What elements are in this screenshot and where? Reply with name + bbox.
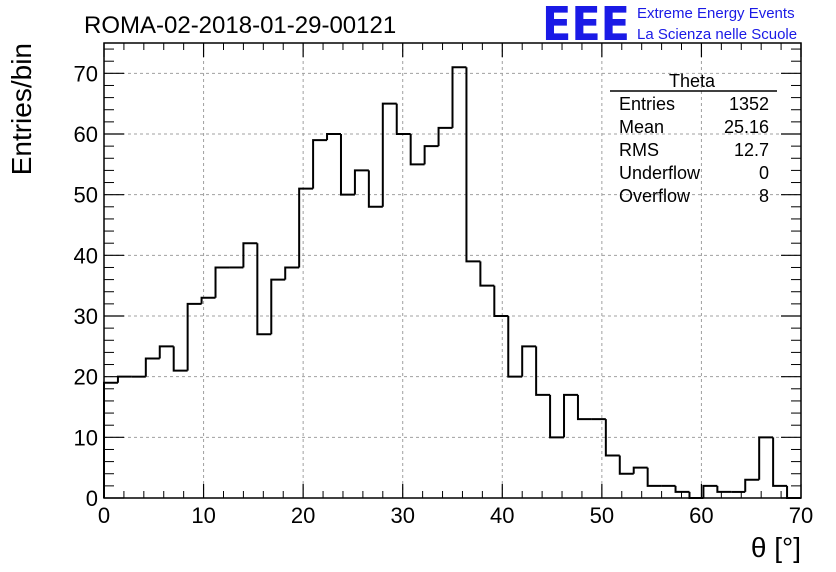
stats-value: 1352: [729, 94, 769, 114]
x-tick-label: 40: [490, 503, 514, 528]
histogram-bin: [563, 393, 578, 438]
y-tick-label: 0: [86, 486, 98, 511]
stats-value: 25.16: [724, 117, 769, 137]
y-tick-label: 20: [74, 365, 98, 390]
stats-label: Entries: [619, 94, 675, 114]
histogram-bin: [479, 261, 495, 287]
x-tick-label: 20: [291, 503, 315, 528]
histogram-bin: [576, 394, 592, 421]
histogram-bin: [312, 139, 328, 189]
x-tick-label: 60: [689, 503, 713, 528]
plot-frame: [103, 42, 802, 499]
eee-logo: EEE Extreme Energy Events La Scienza nel…: [542, 0, 797, 51]
stats-rows: Entries 1352 Mean 25.16 RMS 12.7 Underflow 0 Ove…: [619, 94, 769, 206]
histogram-series: [103, 66, 801, 499]
stats-value: 12.7: [734, 140, 769, 160]
histogram-bin: [702, 484, 718, 498]
stats-label: Mean: [619, 117, 664, 137]
histogram-bin: [256, 243, 272, 336]
histogram-bin: [242, 242, 258, 268]
histogram-bin: [507, 316, 523, 378]
y-tick-label: 60: [74, 122, 98, 147]
histogram-bin: [423, 145, 439, 165]
stats-label: Overflow: [619, 186, 691, 206]
chart-title: ROMA-02-2018-01-29-00121: [84, 12, 396, 39]
y-tick-label: 50: [74, 183, 98, 208]
histogram-bin: [200, 296, 216, 304]
x-tick-label: 50: [590, 503, 614, 528]
histogram-bin: [786, 485, 801, 499]
histogram-bin: [144, 357, 160, 377]
stats-box: Theta Entries 1352 Mean 25.16 RMS 12.7 Underfl…: [610, 71, 777, 206]
histogram-bin: [186, 302, 202, 371]
y-tick-label: 30: [74, 304, 98, 329]
logo-line-1: Extreme Energy Events: [637, 5, 795, 22]
histogram-bin: [604, 419, 620, 457]
histogram-bin: [214, 266, 230, 298]
histogram-bin: [409, 134, 425, 166]
histogram-bin: [493, 285, 509, 317]
histogram-bin: [549, 394, 565, 439]
histogram-bin: [521, 345, 537, 377]
histogram-bin: [270, 278, 286, 335]
histogram-bin: [395, 103, 411, 135]
stats-label: RMS: [619, 140, 659, 160]
histogram-bin: [103, 381, 118, 498]
x-tick-label: 30: [390, 503, 414, 528]
histogram-bin: [298, 187, 314, 268]
stats-title: Theta: [669, 71, 716, 91]
x-tick-label: 10: [191, 503, 215, 528]
histogram-bin: [326, 133, 341, 141]
histogram-bin: [367, 170, 383, 208]
histogram-bin: [618, 455, 634, 475]
histogram-bin: [116, 375, 132, 383]
y-tick-label: 70: [74, 61, 98, 86]
histogram-bin: [646, 467, 662, 487]
histogram-bin: [353, 169, 369, 195]
y-axis-title: Entries/bin: [6, 43, 37, 175]
logo-line-2: La Scienza nelle Scuole: [637, 26, 797, 43]
histogram-bin: [744, 478, 760, 492]
histogram-bin: [716, 485, 732, 493]
histogram-bin: [758, 436, 774, 480]
histogram-bin: [674, 485, 690, 493]
histogram-bin: [437, 126, 453, 147]
histogram-bin: [284, 266, 300, 280]
histogram-bin: [381, 102, 397, 207]
stats-value: 8: [759, 186, 769, 206]
stats-label: Underflow: [619, 163, 701, 183]
histogram-bin: [172, 346, 188, 372]
histogram-bin: [535, 346, 551, 396]
y-tick-label: 10: [74, 425, 98, 450]
histogram-bin: [451, 66, 467, 128]
histogram-bin: [632, 466, 648, 474]
histogram-bin: [339, 134, 355, 196]
histogram-bin: [772, 437, 788, 487]
x-tick-label: 70: [789, 503, 813, 528]
histogram-bin: [465, 67, 481, 263]
x-axis-title: θ [°]: [751, 532, 801, 563]
stats-value: 0: [759, 163, 769, 183]
x-tick-label: 0: [98, 503, 110, 528]
y-tick-label: 40: [74, 243, 98, 268]
histogram-bin: [158, 345, 174, 359]
tick-labels: 0 10 20 30 40 50 60 70 0 10 20 30 40 50 60 70: [74, 61, 814, 528]
